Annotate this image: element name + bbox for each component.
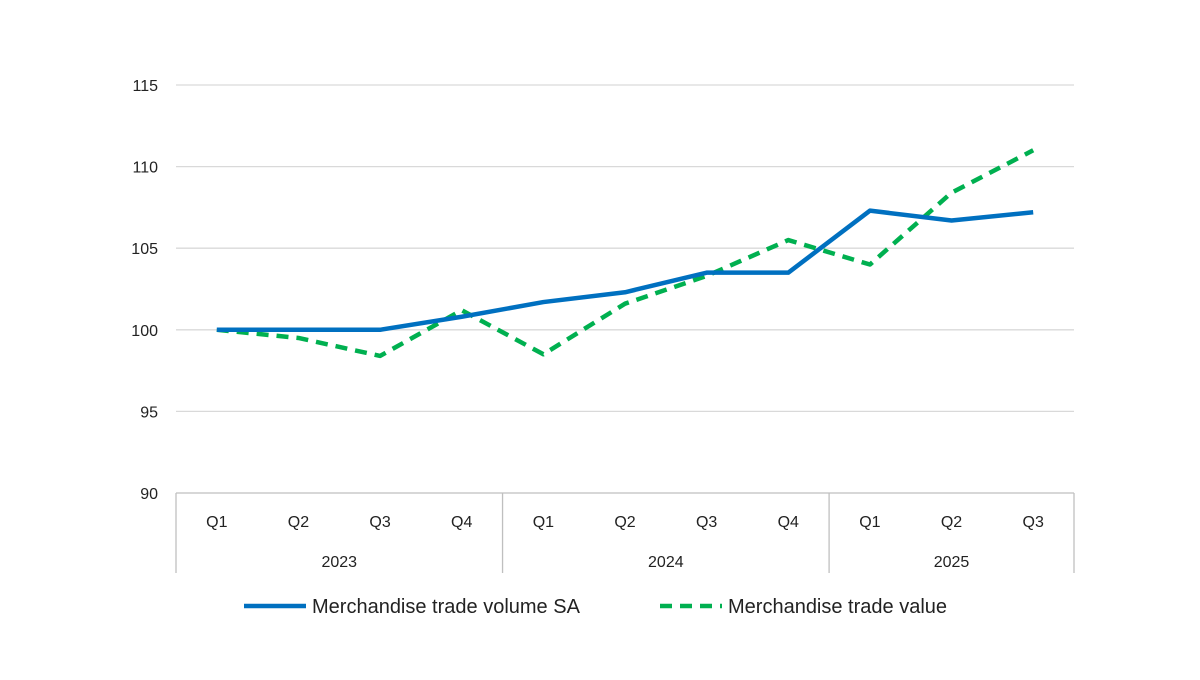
group-label: 2023 [321, 554, 357, 571]
x-tick-label: Q4 [778, 514, 799, 531]
group-label: 2024 [648, 554, 684, 571]
series-line-1 [216, 148, 1035, 359]
x-tick-label: Q1 [206, 514, 227, 531]
y-tick-label: 115 [132, 78, 158, 95]
series-lines [216, 148, 1035, 359]
x-tick-label: Q1 [859, 514, 880, 531]
y-tick-label: 105 [131, 241, 158, 258]
x-tick-label: Q3 [696, 514, 717, 531]
x-tick-label: Q1 [533, 514, 554, 531]
y-tick-label: 90 [140, 486, 158, 503]
x-tick-label: Q3 [369, 514, 390, 531]
x-tick-label: Q2 [288, 514, 309, 531]
series-line-0 [216, 208, 1034, 333]
legend-label: Merchandise trade value [728, 596, 947, 618]
y-tick-label: 95 [140, 404, 158, 421]
y-tick-label: 110 [132, 160, 158, 177]
x-tick-label: Q4 [451, 514, 472, 531]
x-tick-label: Q3 [1023, 514, 1044, 531]
legend: Merchandise trade volume SA Merchandise t… [244, 596, 947, 618]
x-tick-label: Q2 [941, 514, 962, 531]
gridlines [176, 84, 1074, 413]
y-tick-label: 100 [131, 323, 158, 340]
legend-label: Merchandise trade volume SA [312, 596, 581, 618]
x-tick-label: Q2 [614, 514, 635, 531]
x-axis: Q1 Q2 Q3 Q4 Q1 Q2 Q3 Q4 Q1 Q2 Q3 2023 2024 2025 [175, 492, 1075, 573]
y-axis-ticks: 90 95 100 105 110 115 [131, 78, 158, 503]
group-label: 2025 [934, 554, 970, 571]
